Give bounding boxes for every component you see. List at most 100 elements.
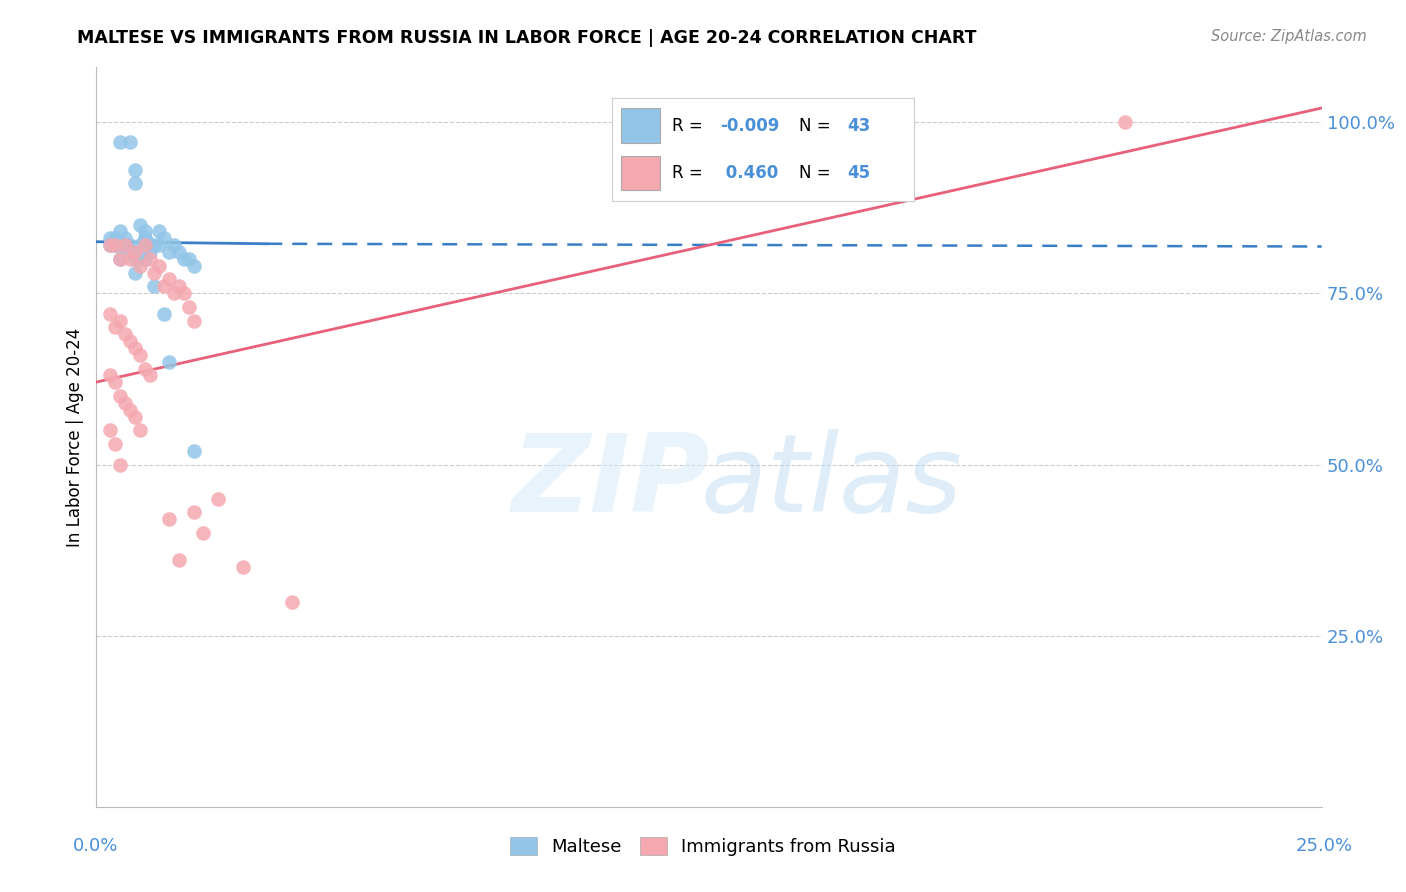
- Point: [138, 244, 160, 259]
- Point: [207, 491, 229, 506]
- Point: [134, 224, 156, 238]
- Text: 45: 45: [848, 164, 870, 182]
- Point: [114, 238, 136, 252]
- Text: N =: N =: [799, 117, 837, 135]
- Point: [114, 396, 136, 410]
- Text: 25.0%: 25.0%: [1296, 837, 1353, 855]
- Point: [118, 136, 141, 150]
- Point: [1114, 114, 1136, 128]
- FancyBboxPatch shape: [620, 108, 659, 144]
- Point: [104, 231, 127, 245]
- Legend: Maltese, Immigrants from Russia: Maltese, Immigrants from Russia: [503, 830, 903, 863]
- Point: [114, 238, 136, 252]
- Point: [108, 313, 131, 327]
- Point: [124, 341, 146, 355]
- Point: [108, 252, 131, 266]
- Y-axis label: In Labor Force | Age 20-24: In Labor Force | Age 20-24: [66, 327, 84, 547]
- Point: [183, 259, 205, 273]
- Point: [173, 252, 195, 266]
- Point: [108, 238, 131, 252]
- Point: [138, 368, 160, 383]
- Point: [98, 238, 121, 252]
- Point: [128, 218, 150, 232]
- Point: [118, 238, 141, 252]
- Point: [167, 279, 190, 293]
- Point: [138, 252, 160, 266]
- Point: [153, 307, 176, 321]
- Point: [138, 238, 160, 252]
- Point: [124, 177, 146, 191]
- Text: 0.0%: 0.0%: [73, 837, 118, 855]
- Point: [98, 368, 121, 383]
- Text: Source: ZipAtlas.com: Source: ZipAtlas.com: [1211, 29, 1367, 44]
- Point: [157, 272, 180, 286]
- Point: [114, 231, 136, 245]
- Point: [163, 238, 186, 252]
- Point: [108, 136, 131, 150]
- Point: [167, 244, 190, 259]
- Point: [143, 238, 166, 252]
- FancyBboxPatch shape: [620, 155, 659, 190]
- Point: [108, 224, 131, 238]
- Point: [124, 409, 146, 424]
- Point: [128, 238, 150, 252]
- Point: [108, 458, 131, 472]
- Point: [114, 327, 136, 342]
- Point: [104, 238, 127, 252]
- Point: [153, 231, 176, 245]
- Point: [134, 231, 156, 245]
- Point: [157, 244, 180, 259]
- Point: [104, 320, 127, 334]
- Point: [98, 231, 121, 245]
- Point: [104, 238, 127, 252]
- Point: [143, 279, 166, 293]
- Point: [173, 286, 195, 301]
- Point: [118, 334, 141, 348]
- Point: [128, 259, 150, 273]
- Text: R =: R =: [672, 164, 709, 182]
- Point: [134, 231, 156, 245]
- Point: [177, 252, 200, 266]
- Point: [104, 376, 127, 390]
- Point: [98, 307, 121, 321]
- Text: 43: 43: [848, 117, 870, 135]
- Text: atlas: atlas: [700, 429, 962, 534]
- Point: [157, 354, 180, 368]
- Point: [177, 300, 200, 314]
- Point: [124, 252, 146, 266]
- Point: [124, 244, 146, 259]
- Point: [134, 252, 156, 266]
- Point: [128, 252, 150, 266]
- Point: [232, 560, 254, 574]
- Point: [108, 252, 131, 266]
- Point: [134, 361, 156, 376]
- Point: [98, 423, 121, 437]
- Point: [108, 389, 131, 403]
- Point: [148, 224, 170, 238]
- Point: [104, 437, 127, 451]
- Point: [98, 238, 121, 252]
- Point: [118, 244, 141, 259]
- Text: MALTESE VS IMMIGRANTS FROM RUSSIA IN LABOR FORCE | AGE 20-24 CORRELATION CHART: MALTESE VS IMMIGRANTS FROM RUSSIA IN LAB…: [77, 29, 977, 46]
- Point: [148, 259, 170, 273]
- Point: [281, 594, 304, 608]
- Point: [124, 266, 146, 280]
- Point: [104, 238, 127, 252]
- Point: [118, 402, 141, 417]
- Point: [183, 506, 205, 520]
- Point: [153, 279, 176, 293]
- Text: ZIP: ZIP: [512, 428, 710, 534]
- Point: [128, 348, 150, 362]
- Point: [128, 423, 150, 437]
- Point: [193, 526, 215, 541]
- Point: [157, 512, 180, 526]
- Text: R =: R =: [672, 117, 709, 135]
- Point: [183, 313, 205, 327]
- Text: N =: N =: [799, 164, 837, 182]
- Point: [183, 443, 205, 458]
- Point: [143, 266, 166, 280]
- Text: -0.009: -0.009: [720, 117, 780, 135]
- Point: [163, 286, 186, 301]
- Point: [114, 238, 136, 252]
- Point: [134, 238, 156, 252]
